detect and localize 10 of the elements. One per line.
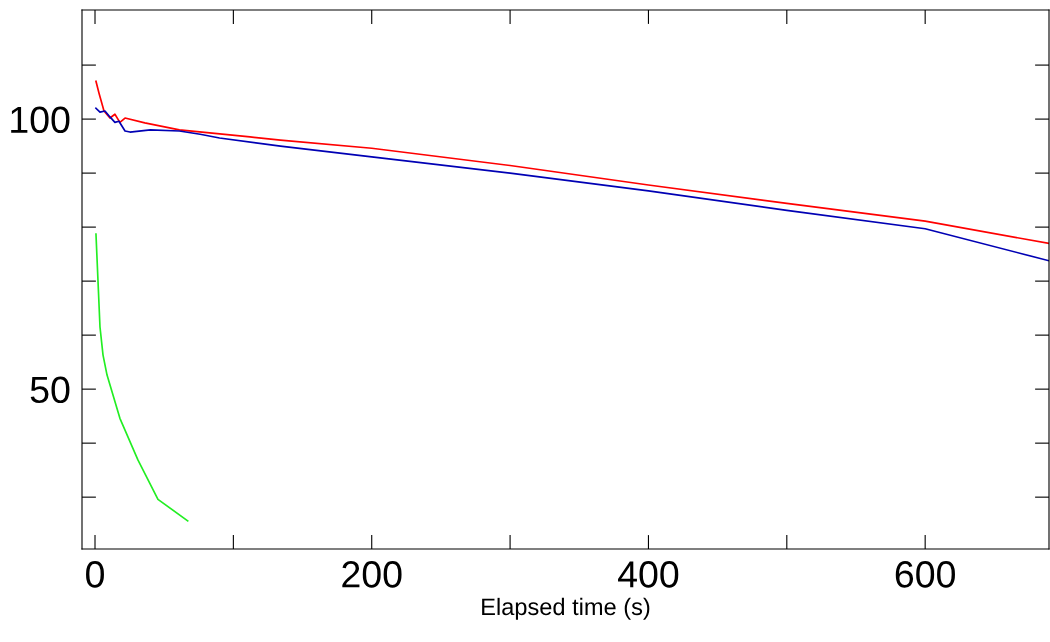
- y-tick-label: 100: [11, 106, 70, 134]
- x-axis-title: Elapsed time (s): [482, 597, 650, 620]
- x-tick-label: 0: [86, 561, 104, 588]
- line-series: [95, 233, 189, 522]
- x-tick-label: 200: [342, 561, 402, 588]
- y-tick-label: 50: [30, 376, 70, 404]
- line-series: [95, 80, 1049, 245]
- x-tick-label: 600: [895, 561, 955, 588]
- x-tick-label: 400: [618, 561, 679, 588]
- line-series: [95, 107, 1049, 262]
